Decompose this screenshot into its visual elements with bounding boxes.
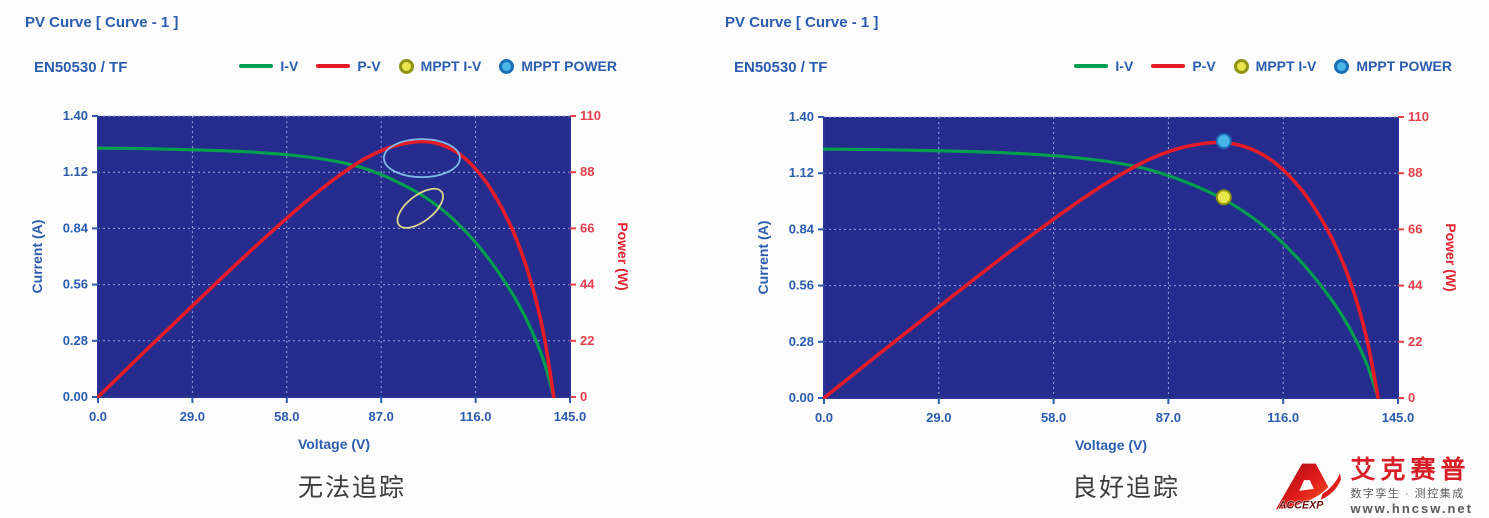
accexp-logo-mark-icon: ACCEXP [1276, 464, 1342, 512]
svg-text:22: 22 [580, 333, 594, 348]
svg-text:0.56: 0.56 [63, 277, 88, 292]
legend: I-V P-V MPPT I-V MPPT POWER [239, 58, 617, 74]
svg-text:88: 88 [1408, 165, 1422, 180]
legend-item-mppt-iv: MPPT I-V [398, 58, 482, 74]
svg-text:87.0: 87.0 [369, 409, 394, 424]
caption-good-track: 良好追踪 [1071, 474, 1180, 502]
pv-line-swatch [1151, 64, 1186, 68]
chart-title: PV Curve [ Curve - 1 ] [725, 14, 879, 31]
svg-text:Current (A): Current (A) [29, 220, 45, 294]
pv-chart-canvas-right: 0.00 0.28 0.56 0.84 1.12 1.40 0 22 44 66 88 110 0.0 2… [755, 109, 1459, 453]
iv-line-swatch [239, 64, 274, 68]
svg-text:1.40: 1.40 [63, 108, 88, 123]
caption-cannot-track: 无法追踪 [297, 474, 406, 502]
svg-text:0.0: 0.0 [89, 409, 107, 424]
legend-item-pv: P-V [316, 58, 381, 74]
svg-text:116.0: 116.0 [1267, 410, 1299, 425]
svg-text:0.28: 0.28 [63, 333, 88, 348]
pv-chart-canvas-left: 0.00 0.28 0.56 0.84 1.12 1.40 0 22 44 66 88 110 0.0 2… [29, 108, 631, 452]
pv-chart-panel-left: PV Curve [ Curve - 1 ] EN50530 / TF I-V … [10, 6, 674, 458]
svg-text:1.12: 1.12 [789, 165, 814, 180]
legend: I-V P-V MPPT I-V MPPT POWER [1074, 58, 1452, 74]
svg-text:1.12: 1.12 [63, 164, 88, 179]
svg-text:145.0: 145.0 [554, 409, 587, 424]
svg-text:110: 110 [580, 108, 601, 123]
svg-text:0: 0 [580, 389, 587, 404]
legend-item-iv: I-V [239, 58, 298, 74]
legend-label: P-V [1192, 58, 1216, 74]
chart-subheader: EN50530 / TF I-V P-V MPPT I-V MPPT POWER [710, 56, 1489, 82]
logo-text-block: 艾克赛普 数字孪生 · 测控集成 www.hncsw.net [1350, 455, 1473, 516]
legend-label: I-V [1115, 58, 1134, 74]
svg-text:0.84: 0.84 [63, 220, 89, 235]
mppt-iv-dot-icon [398, 58, 414, 74]
svg-text:Current (A): Current (A) [755, 221, 771, 295]
legend-label: I-V [280, 58, 299, 74]
svg-text:58.0: 58.0 [274, 409, 299, 424]
legend-label: MPPT I-V [420, 58, 482, 74]
iv-line-swatch [1074, 64, 1109, 68]
svg-text:29.0: 29.0 [926, 410, 951, 425]
svg-text:22: 22 [1408, 334, 1422, 349]
svg-text:44: 44 [580, 277, 595, 292]
chart-subtitle: EN50530 / TF [734, 59, 828, 76]
svg-text:Power (W): Power (W) [615, 222, 631, 290]
legend-label: MPPT POWER [521, 58, 617, 74]
logo-tagline: 数字孪生 · 测控集成 [1350, 488, 1465, 500]
svg-text:0.0: 0.0 [815, 410, 833, 425]
logo-brand: 艾克赛普 [1350, 455, 1471, 484]
svg-text:66: 66 [580, 220, 594, 235]
legend-label: MPPT POWER [1356, 58, 1452, 74]
accexp-logo: ACCEXP 艾克赛普 数字孪生 · 测控集成 www.hncsw.net [1272, 455, 1473, 516]
svg-text:Voltage (V): Voltage (V) [1075, 437, 1147, 453]
legend-item-mppt-power: MPPT POWER [1334, 58, 1452, 74]
legend-item-mppt-iv: MPPT I-V [1233, 58, 1317, 74]
legend-label: MPPT I-V [1255, 58, 1317, 74]
accexp-logo-text: ACCEXP [1278, 500, 1324, 512]
svg-text:110: 110 [1408, 109, 1429, 124]
legend-item-pv: P-V [1151, 58, 1216, 74]
legend-item-mppt-power: MPPT POWER [499, 58, 617, 74]
legend-label: P-V [357, 58, 381, 74]
logo-url: www.hncsw.net [1350, 501, 1473, 516]
pv-chart-panel-right: PV Curve [ Curve - 1 ] EN50530 / TF I-V … [710, 6, 1489, 458]
svg-text:0.00: 0.00 [63, 389, 88, 404]
svg-text:87.0: 87.0 [1156, 410, 1181, 425]
svg-text:44: 44 [1408, 278, 1423, 293]
pv-line-swatch [316, 64, 351, 68]
svg-text:66: 66 [1408, 221, 1422, 236]
svg-text:Voltage (V): Voltage (V) [298, 436, 370, 452]
svg-text:88: 88 [580, 164, 594, 179]
svg-text:Power (W): Power (W) [1443, 223, 1459, 291]
svg-text:145.0: 145.0 [1382, 410, 1415, 425]
svg-text:0.28: 0.28 [789, 334, 814, 349]
svg-text:0.56: 0.56 [789, 278, 814, 293]
svg-text:58.0: 58.0 [1041, 410, 1066, 425]
svg-text:29.0: 29.0 [180, 409, 205, 424]
svg-text:0.84: 0.84 [789, 221, 815, 236]
mppt-iv-dot-icon [1233, 58, 1249, 74]
legend-item-iv: I-V [1074, 58, 1133, 74]
mppt-power-dot-icon [499, 58, 515, 74]
svg-text:0.00: 0.00 [789, 390, 814, 405]
chart-subtitle: EN50530 / TF [34, 59, 128, 76]
svg-text:116.0: 116.0 [460, 409, 492, 424]
svg-text:1.40: 1.40 [789, 109, 814, 124]
mppt-power-dot-icon [1334, 58, 1350, 74]
svg-text:0: 0 [1408, 390, 1415, 405]
chart-title: PV Curve [ Curve - 1 ] [25, 14, 179, 31]
chart-subheader: EN50530 / TF I-V P-V MPPT I-V MPPT POWER [10, 56, 674, 82]
